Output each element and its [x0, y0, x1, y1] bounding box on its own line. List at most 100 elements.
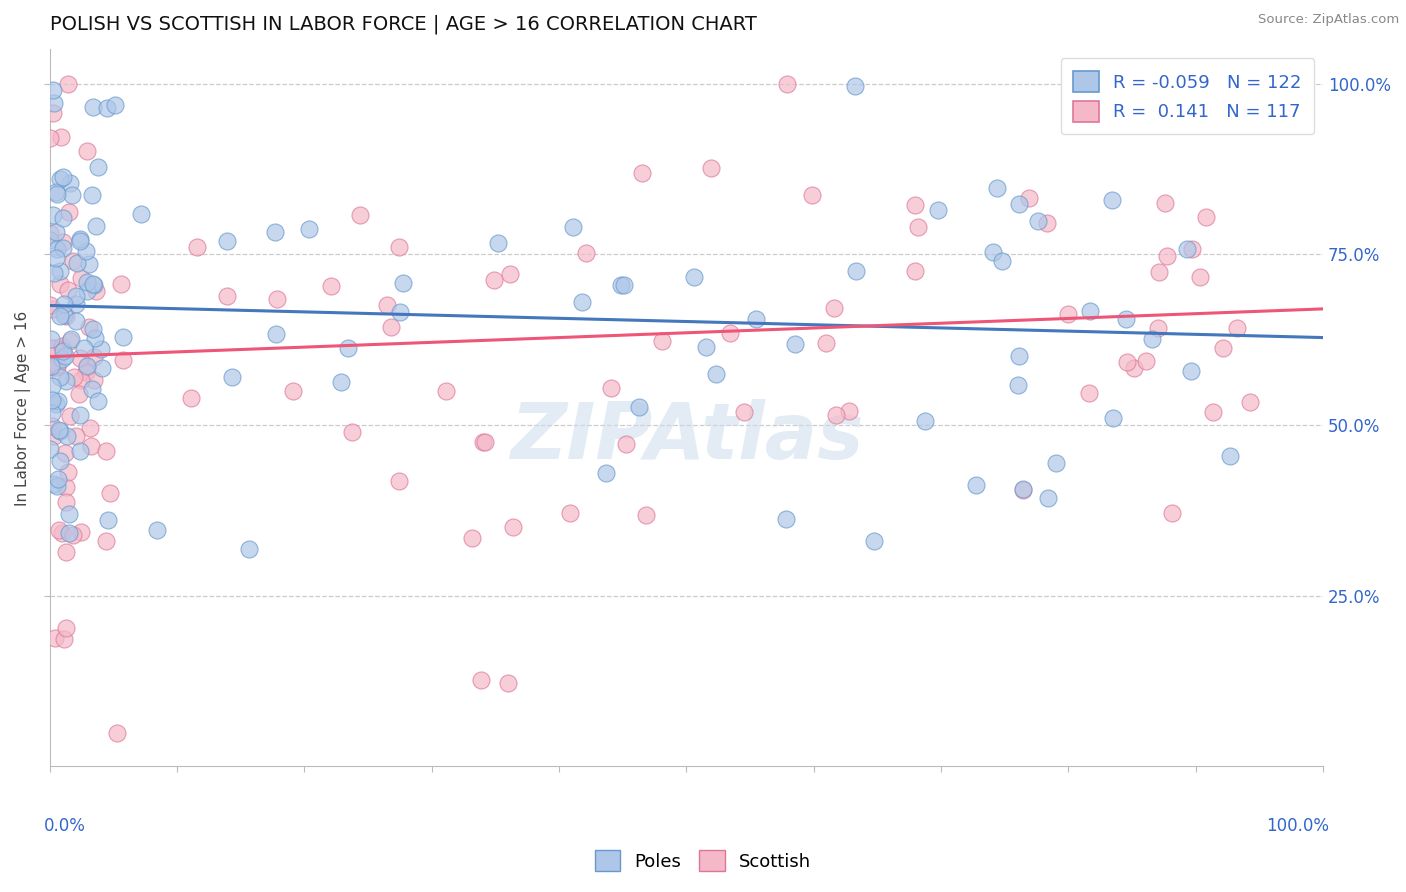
- Point: [65, 429, 87, 443]
- Point: [745, 311, 768, 326]
- Point: [38, 233, 60, 247]
- Point: [110, 277, 132, 291]
- Point: [51, 339, 73, 353]
- Point: [1147, 265, 1170, 279]
- Point: [45, 397, 67, 411]
- Point: [59, 334, 82, 348]
- Point: [733, 405, 755, 419]
- Point: [1078, 304, 1101, 318]
- Point: [94, 534, 117, 549]
- Point: [180, 391, 202, 405]
- Point: [1156, 249, 1178, 263]
- Point: [1057, 307, 1080, 321]
- Point: [46, 473, 69, 487]
- Point: [48, 423, 70, 437]
- Point: [42, 301, 65, 316]
- Text: Source: ZipAtlas.com: Source: ZipAtlas.com: [1258, 13, 1399, 27]
- Point: [42, 83, 65, 97]
- Point: [823, 301, 845, 315]
- Point: [636, 508, 658, 522]
- Point: [70, 271, 93, 285]
- Point: [595, 467, 617, 481]
- Point: [60, 332, 83, 346]
- Point: [146, 523, 169, 537]
- Point: [1102, 411, 1125, 425]
- Point: [388, 240, 411, 254]
- Point: [94, 444, 117, 458]
- Point: [217, 289, 239, 303]
- Point: [41, 341, 63, 355]
- Point: [39, 131, 62, 145]
- Point: [49, 264, 72, 278]
- Point: [1154, 195, 1177, 210]
- Point: [45, 242, 67, 256]
- Point: [38, 442, 60, 456]
- Text: POLISH VS SCOTTISH IN LABOR FORCE | AGE > 16 CORRELATION CHART: POLISH VS SCOTTISH IN LABOR FORCE | AGE …: [49, 15, 756, 35]
- Point: [48, 277, 70, 292]
- Point: [67, 386, 90, 401]
- Point: [129, 207, 152, 221]
- Point: [44, 631, 66, 645]
- Point: [82, 100, 104, 114]
- Point: [558, 506, 581, 520]
- Point: [56, 283, 79, 297]
- Point: [613, 278, 636, 293]
- Point: [391, 276, 413, 290]
- Point: [1115, 355, 1137, 369]
- Point: [264, 326, 287, 341]
- Point: [45, 358, 67, 372]
- Point: [695, 341, 717, 355]
- Point: [112, 330, 135, 344]
- Point: [1122, 360, 1144, 375]
- Point: [97, 513, 120, 527]
- Point: [76, 359, 98, 374]
- Point: [90, 342, 112, 356]
- Point: [340, 425, 363, 439]
- Point: [776, 77, 799, 91]
- Point: [496, 676, 519, 690]
- Point: [83, 350, 105, 364]
- Point: [82, 277, 104, 292]
- Point: [474, 435, 496, 450]
- Point: [1012, 482, 1035, 496]
- Point: [838, 403, 860, 417]
- Point: [1219, 449, 1241, 463]
- Point: [82, 322, 104, 336]
- Point: [1175, 242, 1198, 256]
- Point: [80, 187, 103, 202]
- Point: [39, 332, 62, 346]
- Point: [53, 445, 76, 459]
- Point: [58, 466, 80, 480]
- Point: [66, 256, 89, 270]
- Point: [1189, 270, 1212, 285]
- Point: [1115, 312, 1137, 326]
- Point: [62, 528, 84, 542]
- Point: [75, 244, 97, 259]
- Point: [62, 254, 84, 268]
- Point: [51, 169, 73, 184]
- Point: [112, 353, 135, 368]
- Point: [69, 351, 91, 365]
- Point: [775, 512, 797, 526]
- Point: [51, 526, 73, 541]
- Point: [69, 409, 91, 423]
- Point: [571, 294, 593, 309]
- Point: [76, 275, 98, 289]
- Point: [783, 337, 806, 351]
- Point: [52, 632, 75, 646]
- Point: [42, 266, 65, 280]
- Point: [53, 297, 76, 311]
- Y-axis label: In Labor Force | Age > 16: In Labor Force | Age > 16: [15, 310, 31, 506]
- Legend: R = -0.059   N = 122, R =  0.141   N = 117: R = -0.059 N = 122, R = 0.141 N = 117: [1060, 59, 1315, 135]
- Point: [46, 394, 69, 409]
- Point: [264, 225, 287, 239]
- Point: [62, 188, 84, 202]
- Point: [42, 208, 65, 222]
- Point: [59, 177, 82, 191]
- Point: [1135, 353, 1157, 368]
- Point: [52, 211, 75, 225]
- Point: [1226, 321, 1249, 335]
- Point: [49, 424, 72, 438]
- Point: [41, 418, 63, 433]
- Point: [49, 130, 72, 145]
